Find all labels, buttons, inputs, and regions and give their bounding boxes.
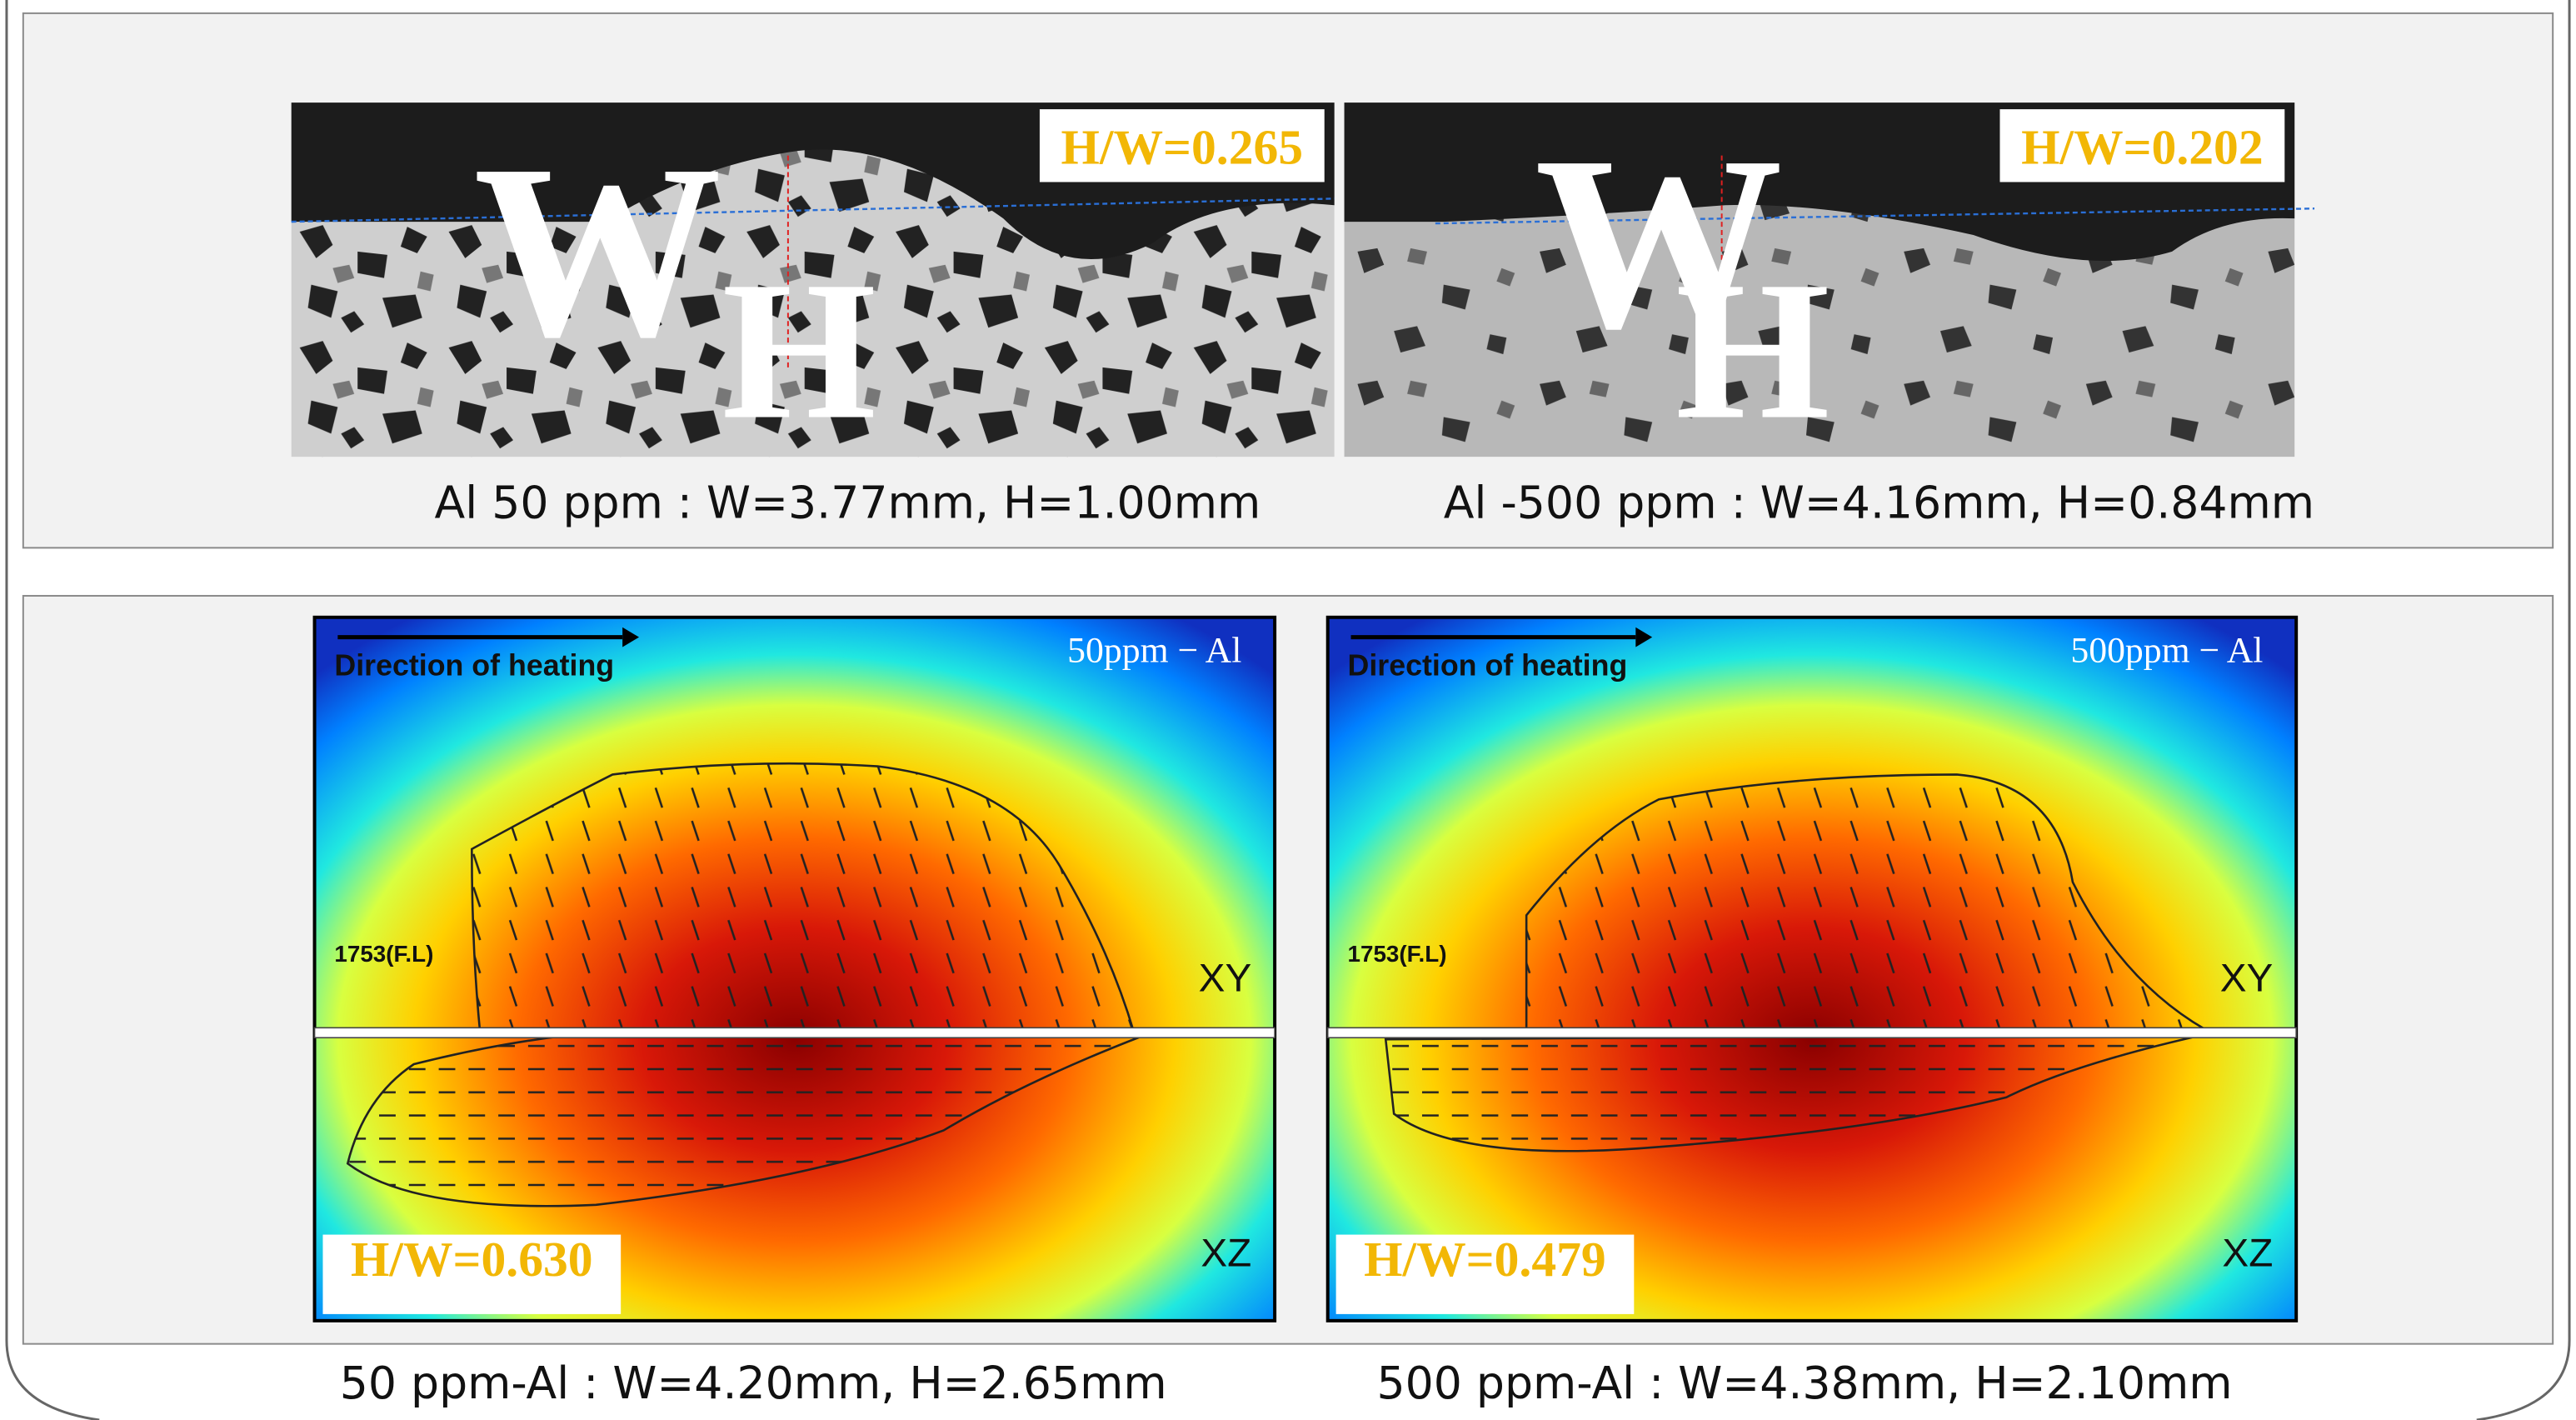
micrograph: WHH/W=0.202 [1345, 102, 2314, 460]
sample-label: 50ppm − Al [1067, 630, 1241, 670]
plane-xz: XZ [2222, 1231, 2273, 1275]
plane-xz: XZ [1201, 1231, 1251, 1275]
caption: 50 ppm-Al : W=4.20mm, H=2.65mm [340, 1357, 1167, 1409]
section-divider [315, 1028, 1276, 1038]
fusion-line-label: 1753(F.L) [334, 941, 433, 967]
caption: 500 ppm-Al : W=4.38mm, H=2.10mm [1376, 1357, 2232, 1409]
width-symbol: W [473, 113, 721, 388]
plane-xy: XY [1199, 957, 1252, 1001]
ratio-label: H/W=0.630 [351, 1232, 593, 1287]
plane-xy: XY [2220, 957, 2274, 1001]
caption: Al 50 ppm : W=3.77mm, H=1.00mm [435, 477, 1261, 529]
direction-label: Direction of heating [1348, 648, 1628, 682]
sample-label: 500ppm − Al [2070, 630, 2263, 670]
heat-map: Direction of heating 500ppm − Al 1753(F.L)… [1328, 618, 2296, 1321]
section-divider [1328, 1028, 2296, 1038]
height-symbol: H [1675, 241, 1830, 461]
ratio-label: H/W=0.479 [1364, 1232, 1606, 1287]
height-symbol: H [721, 241, 876, 461]
ratio-label: H/W=0.202 [2021, 120, 2264, 175]
heat-map: Direction of heating 50ppm − Al 1753(F.L) X… [315, 618, 1276, 1321]
fusion-line-label: 1753(F.L) [1348, 941, 1447, 967]
caption: Al -500 ppm : W=4.16mm, H=0.84mm [1444, 477, 2314, 529]
ratio-label: H/W=0.265 [1061, 120, 1304, 175]
page: {"top_panel":{"images":[{"ratio_label":"… [0, 0, 2576, 1420]
direction-label: Direction of heating [334, 648, 614, 682]
slide: WHH/W=0.265WHH/W=0.202Al 50 ppm : W=3.77… [0, 0, 2576, 1420]
